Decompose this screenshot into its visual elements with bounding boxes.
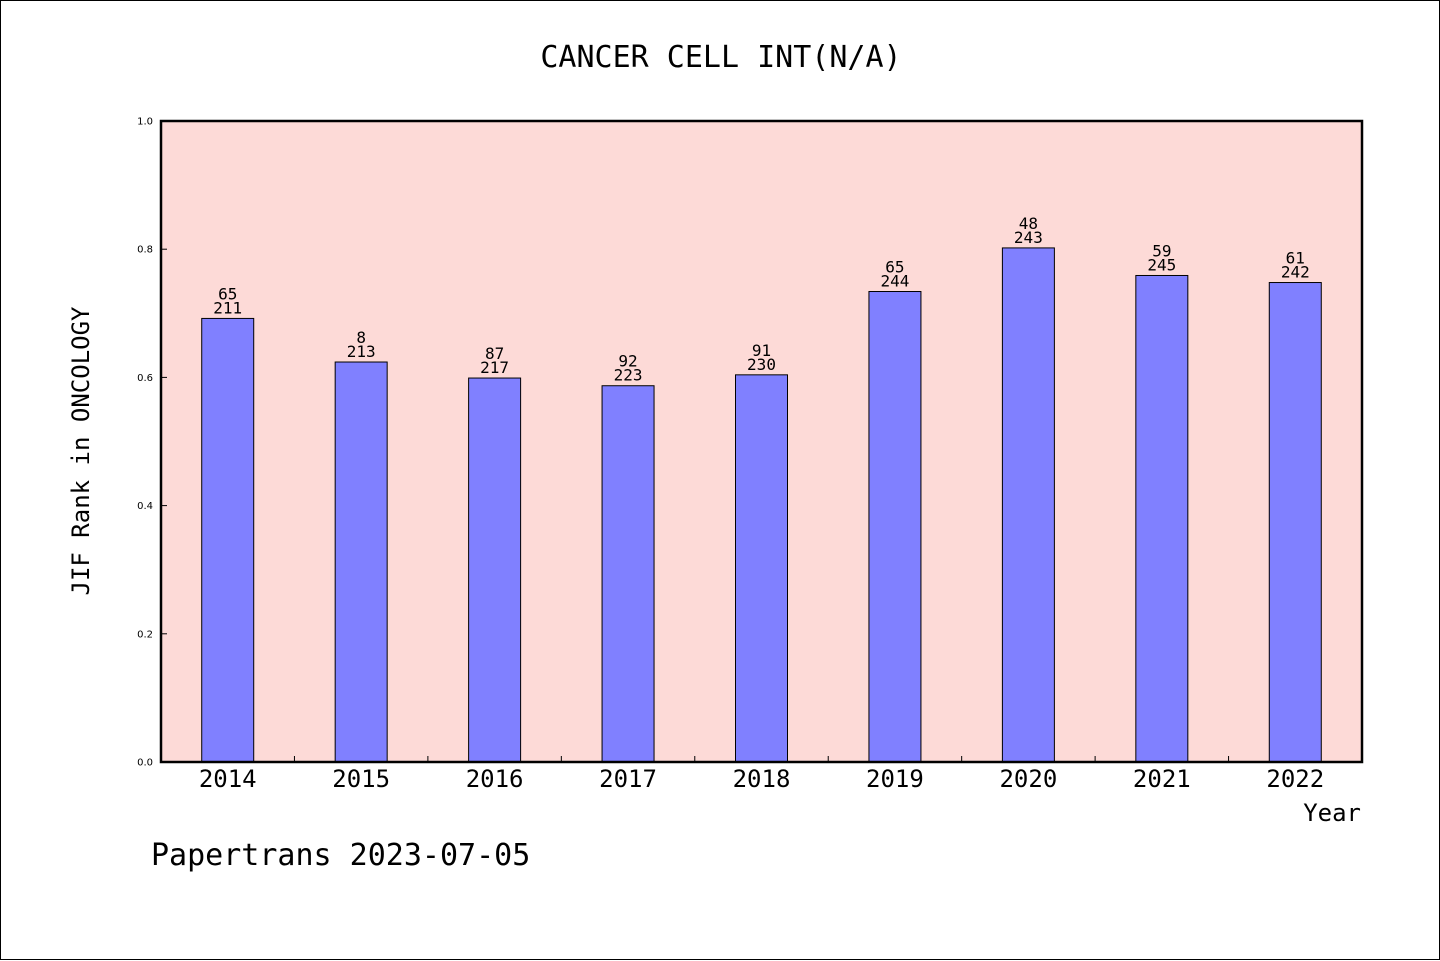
total-label-2020: 243 bbox=[1014, 228, 1043, 247]
y-tick-label: 0.0 bbox=[137, 758, 153, 769]
x-tick-label-2021: 2021 bbox=[1133, 765, 1191, 793]
y-tick-label: 0.2 bbox=[137, 629, 153, 640]
y-tick-label: 0.8 bbox=[137, 245, 153, 256]
rank-label-2014: 65 bbox=[218, 284, 237, 303]
y-tick-label: 1.0 bbox=[137, 117, 153, 128]
x-tick-label-2015: 2015 bbox=[332, 765, 390, 793]
footer-credit: Papertrans 2023-07-05 bbox=[151, 838, 530, 873]
x-tick-label-2017: 2017 bbox=[599, 765, 657, 793]
total-label-2017: 223 bbox=[614, 366, 643, 385]
total-label-2016: 217 bbox=[480, 358, 509, 377]
total-label-2022: 242 bbox=[1281, 263, 1310, 282]
rank-label-2018: 91 bbox=[752, 341, 771, 360]
chart-title: CANCER CELL INT(N/A) bbox=[540, 40, 901, 75]
total-label-2021: 245 bbox=[1147, 255, 1176, 274]
x-tick-label-2014: 2014 bbox=[199, 765, 257, 793]
rank-label-2021: 59 bbox=[1152, 241, 1171, 260]
bars-layer bbox=[201, 247, 1322, 763]
rank-label-2022: 61 bbox=[1286, 249, 1305, 268]
x-tick-label-2022: 2022 bbox=[1266, 765, 1324, 793]
x-axis: 2014 2015 2016 2017 2018 2019 2020 2021 2022 bbox=[199, 756, 1324, 793]
bar-2015 bbox=[334, 361, 388, 763]
x-tick-label-2019: 2019 bbox=[866, 765, 924, 793]
y-tick-label: 0.4 bbox=[137, 501, 153, 512]
rank-label-2016: 87 bbox=[485, 344, 504, 363]
total-label-2019: 244 bbox=[880, 272, 909, 291]
x-tick-label-2020: 2020 bbox=[999, 765, 1057, 793]
bar-2021 bbox=[1135, 274, 1189, 763]
bar-2019 bbox=[868, 291, 922, 763]
rank-label-2019: 65 bbox=[885, 258, 904, 277]
total-label-2015: 213 bbox=[347, 342, 376, 361]
rank-label-2017: 92 bbox=[618, 352, 637, 371]
bar-2016 bbox=[468, 377, 522, 763]
bar-2017 bbox=[601, 385, 655, 763]
rank-label-2015: 8 bbox=[356, 328, 366, 347]
total-label-2018: 230 bbox=[747, 355, 776, 374]
y-tick-label: 0.6 bbox=[137, 373, 153, 384]
plot-border bbox=[159, 119, 1364, 764]
x-axis-label: Year bbox=[1303, 799, 1361, 827]
bar-2022 bbox=[1268, 282, 1322, 763]
x-tick-label-2016: 2016 bbox=[466, 765, 524, 793]
bar-2014 bbox=[201, 317, 255, 763]
x-tick-label-2018: 2018 bbox=[733, 765, 791, 793]
y-axis-label: JIF Rank in ONCOLOGY bbox=[67, 306, 95, 596]
bar-2020 bbox=[1001, 247, 1055, 763]
bar-2018 bbox=[735, 374, 788, 763]
rank-label-2020: 48 bbox=[1019, 214, 1038, 233]
total-label-2014: 211 bbox=[213, 298, 242, 317]
